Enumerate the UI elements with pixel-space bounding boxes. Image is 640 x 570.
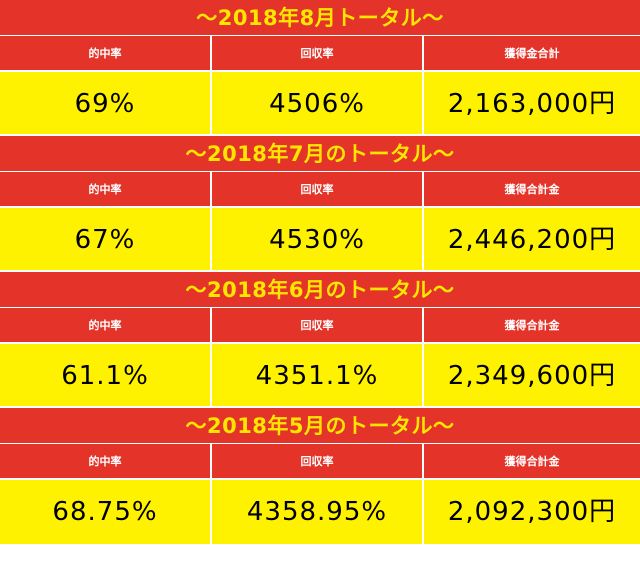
header-total-winnings: 獲得合計金: [424, 172, 640, 208]
block-title: 〜2018年5月のトータル〜: [0, 408, 640, 444]
value-total-winnings: 2,349,600円: [424, 344, 640, 408]
value-hit-rate: 61.1%: [0, 344, 212, 408]
header-row: 的中率 回収率 獲得合計金: [0, 308, 640, 344]
header-row: 的中率 回収率 獲得合計金: [0, 172, 640, 208]
block-title: 〜2018年6月のトータル〜: [0, 272, 640, 308]
header-return-rate: 回収率: [212, 308, 424, 344]
header-hit-rate: 的中率: [0, 444, 212, 480]
value-total-winnings: 2,163,000円: [424, 72, 640, 136]
value-hit-rate: 67%: [0, 208, 212, 272]
value-return-rate: 4506%: [212, 72, 424, 136]
header-row: 的中率 回収率 獲得金合計: [0, 36, 640, 72]
value-row: 68.75% 4358.95% 2,092,300円: [0, 480, 640, 544]
header-total-winnings: 獲得合計金: [424, 308, 640, 344]
header-total-winnings: 獲得金合計: [424, 36, 640, 72]
header-hit-rate: 的中率: [0, 172, 212, 208]
header-return-rate: 回収率: [212, 36, 424, 72]
value-row: 67% 4530% 2,446,200円: [0, 208, 640, 272]
value-return-rate: 4530%: [212, 208, 424, 272]
stats-block-2018-07: 〜2018年7月のトータル〜 的中率 回収率 獲得合計金 67% 4530% 2…: [0, 136, 640, 272]
header-total-winnings: 獲得合計金: [424, 444, 640, 480]
header-row: 的中率 回収率 獲得合計金: [0, 444, 640, 480]
value-hit-rate: 69%: [0, 72, 212, 136]
stats-block-2018-08: 〜2018年8月トータル〜 的中率 回収率 獲得金合計 69% 4506% 2,…: [0, 0, 640, 136]
value-row: 69% 4506% 2,163,000円: [0, 72, 640, 136]
value-row: 61.1% 4351.1% 2,349,600円: [0, 344, 640, 408]
header-return-rate: 回収率: [212, 444, 424, 480]
block-title: 〜2018年8月トータル〜: [0, 0, 640, 36]
header-return-rate: 回収率: [212, 172, 424, 208]
value-total-winnings: 2,446,200円: [424, 208, 640, 272]
value-hit-rate: 68.75%: [0, 480, 212, 544]
stats-block-2018-05: 〜2018年5月のトータル〜 的中率 回収率 獲得合計金 68.75% 4358…: [0, 408, 640, 544]
header-hit-rate: 的中率: [0, 308, 212, 344]
header-hit-rate: 的中率: [0, 36, 212, 72]
block-title: 〜2018年7月のトータル〜: [0, 136, 640, 172]
value-total-winnings: 2,092,300円: [424, 480, 640, 544]
stats-block-2018-06: 〜2018年6月のトータル〜 的中率 回収率 獲得合計金 61.1% 4351.…: [0, 272, 640, 408]
value-return-rate: 4351.1%: [212, 344, 424, 408]
value-return-rate: 4358.95%: [212, 480, 424, 544]
